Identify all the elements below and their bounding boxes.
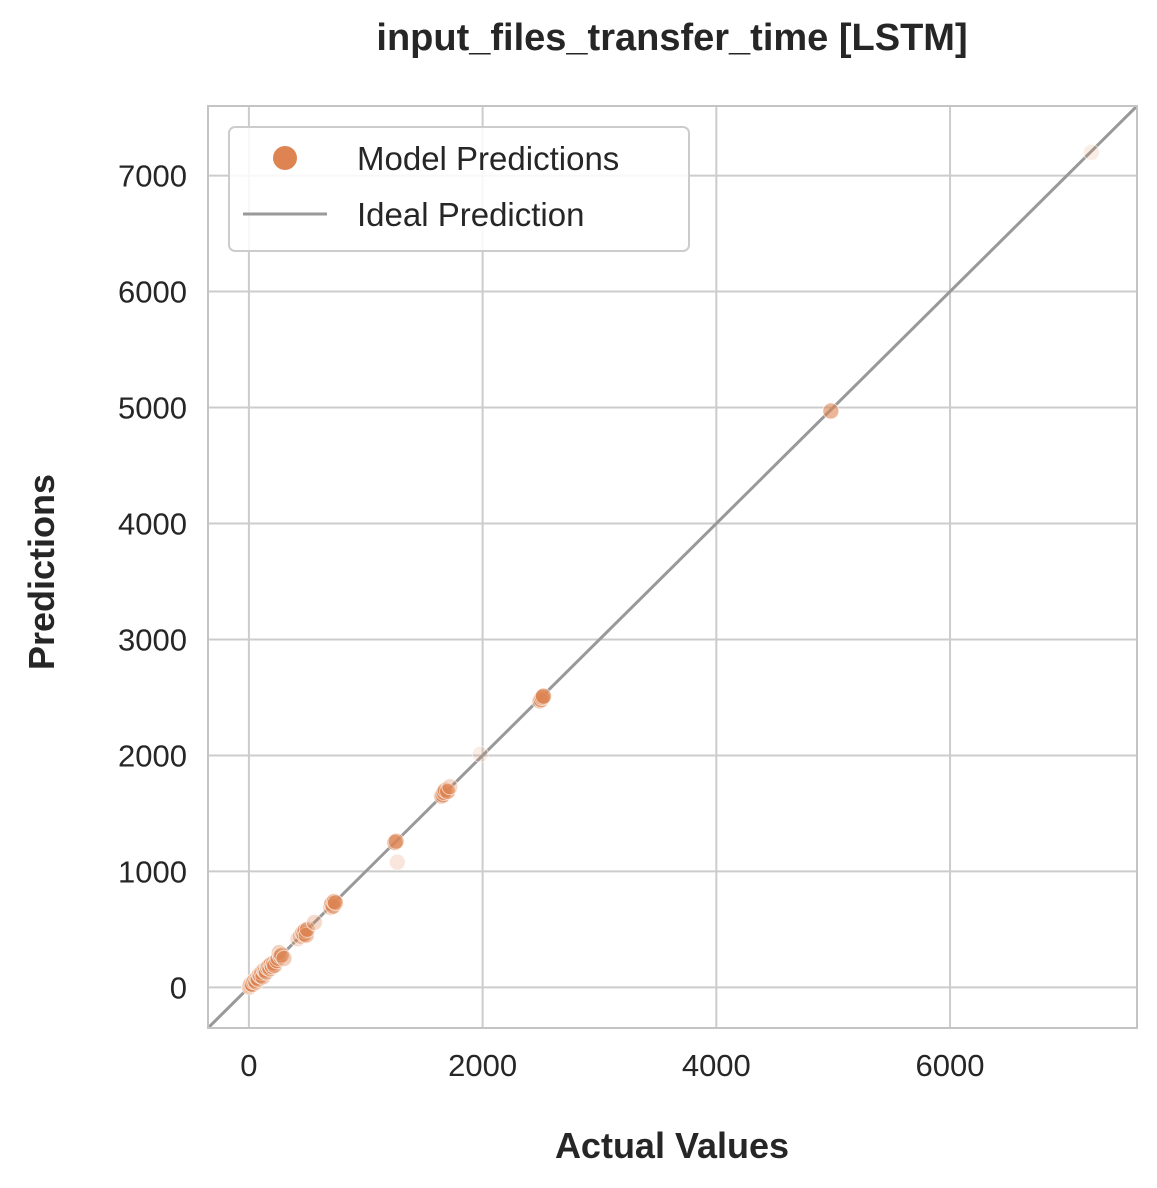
prediction-point xyxy=(387,832,405,850)
x-tick-labels: 0 2000 4000 6000 xyxy=(240,1048,984,1083)
prediction-point xyxy=(305,913,323,931)
legend-box xyxy=(228,126,690,252)
chart-title: input_files_transfer_time [LSTM] xyxy=(376,17,967,59)
y-tick-label: 5000 xyxy=(118,391,187,426)
prediction-point xyxy=(534,687,552,705)
x-tick-label: 4000 xyxy=(682,1048,751,1083)
plot-frame xyxy=(207,105,1138,1029)
ideal-prediction-line xyxy=(206,104,1139,1030)
legend-marker-model-predictions xyxy=(273,146,297,170)
prediction-point xyxy=(441,778,459,796)
prediction-point xyxy=(822,402,840,420)
prediction-point xyxy=(297,926,315,944)
x-tick-label: 0 xyxy=(240,1048,257,1083)
prediction-point xyxy=(275,949,293,967)
prediction-points xyxy=(240,143,1100,996)
prediction-point xyxy=(471,745,489,763)
y-tick-labels: 0 1000 2000 3000 4000 5000 6000 7000 xyxy=(118,159,187,1006)
legend-label-ideal-prediction: Ideal Prediction xyxy=(357,196,584,233)
y-tick-label: 3000 xyxy=(118,622,187,657)
prediction-point xyxy=(439,782,457,800)
prediction-point xyxy=(388,853,406,871)
y-axis-label: Predictions xyxy=(21,474,62,670)
prediction-point xyxy=(326,894,344,912)
y-tick-label: 7000 xyxy=(118,159,187,194)
prediction-point xyxy=(298,920,316,938)
x-tick-label: 2000 xyxy=(448,1048,517,1083)
x-tick-label: 6000 xyxy=(916,1048,985,1083)
y-tick-label: 2000 xyxy=(118,738,187,773)
y-tick-label: 6000 xyxy=(118,275,187,310)
y-tick-label: 4000 xyxy=(118,507,187,542)
prediction-point xyxy=(1082,143,1100,161)
legend-label-model-predictions: Model Predictions xyxy=(357,140,619,177)
y-tick-label: 0 xyxy=(170,970,187,1005)
legend: Model Predictions Ideal Prediction xyxy=(228,126,690,252)
y-tick-label: 1000 xyxy=(118,854,187,889)
x-axis-label: Actual Values xyxy=(555,1125,789,1166)
